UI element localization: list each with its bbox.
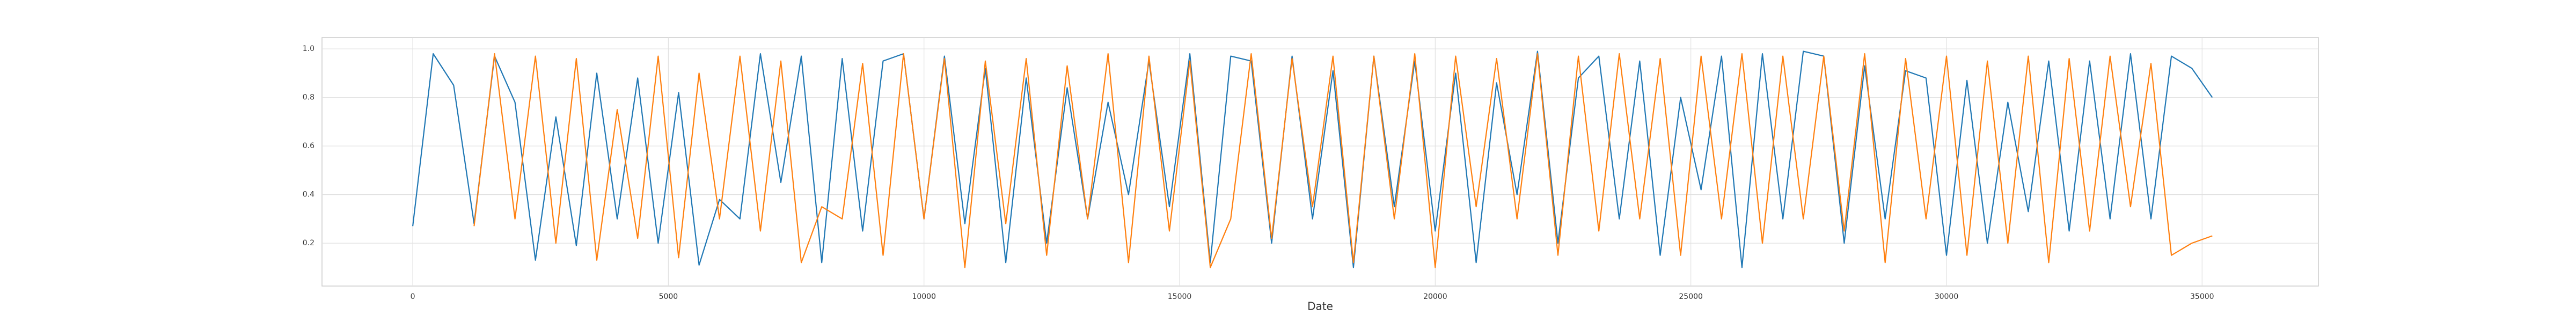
x-tick-label: 5000: [659, 292, 678, 301]
data-line: [473, 53, 2213, 268]
x-tick-label: 20000: [1423, 292, 1447, 301]
y-tick-label: 0.6: [303, 142, 314, 150]
x-tick-label: 30000: [1935, 292, 1959, 301]
x-tick-label: 10000: [912, 292, 936, 301]
x-axis-label: Date: [1307, 300, 1333, 313]
x-tick-label: 35000: [2190, 292, 2214, 301]
plot-frame: [321, 37, 2319, 287]
y-tick-label: 0.8: [303, 93, 314, 102]
y-tick-label: 1.0: [303, 45, 314, 53]
x-tick-label: 25000: [1679, 292, 1703, 301]
y-tick-label: 0.2: [303, 239, 314, 247]
data-line: [412, 50, 2213, 268]
x-tick-label: 0: [411, 292, 415, 301]
y-tick-label: 0.4: [303, 191, 314, 199]
x-tick-label: 15000: [1168, 292, 1192, 301]
